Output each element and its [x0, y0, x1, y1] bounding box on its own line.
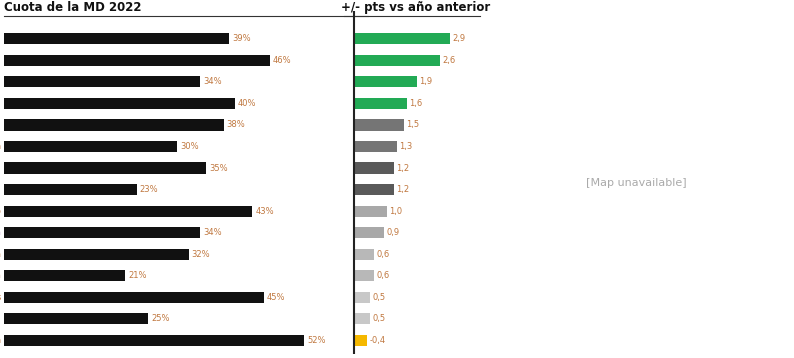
Text: Paise Bajos: Paise Bajos — [0, 293, 1, 302]
Text: Italia: Italia — [0, 142, 1, 151]
Bar — [4, 270, 125, 281]
Text: 35%: 35% — [209, 164, 228, 173]
Text: [Map unavailable]: [Map unavailable] — [586, 178, 686, 188]
Text: 0,6: 0,6 — [376, 250, 389, 259]
Text: 21%: 21% — [128, 271, 147, 280]
Text: Portugal: Portugal — [0, 34, 1, 43]
Text: 34%: 34% — [203, 77, 222, 86]
Text: 1,0: 1,0 — [389, 207, 403, 216]
Text: 2,6: 2,6 — [442, 56, 456, 65]
Bar — [4, 184, 137, 195]
Text: 40%: 40% — [238, 99, 256, 108]
Text: 0,9: 0,9 — [386, 228, 399, 237]
Text: 1,9: 1,9 — [419, 77, 432, 86]
Text: 30%: 30% — [180, 142, 198, 151]
Text: Noruega: Noruega — [0, 271, 1, 280]
Bar — [4, 227, 200, 238]
Bar — [4, 205, 252, 217]
Text: España: España — [0, 56, 1, 65]
Bar — [4, 98, 235, 109]
Text: 0,5: 0,5 — [373, 314, 386, 323]
Bar — [354, 55, 440, 66]
Text: +/- pts vs año anterior: +/- pts vs año anterior — [341, 1, 490, 14]
Text: 1,3: 1,3 — [399, 142, 413, 151]
Text: Dinamarca: Dinamarca — [0, 77, 1, 86]
Text: Cuota de la MD 2022: Cuota de la MD 2022 — [4, 1, 141, 14]
Text: Francia: Francia — [0, 250, 1, 259]
Text: -0,4: -0,4 — [369, 336, 386, 345]
Bar — [4, 163, 206, 174]
Text: 43%: 43% — [256, 207, 274, 216]
Text: 46%: 46% — [272, 56, 291, 65]
Bar — [354, 227, 384, 238]
Bar — [354, 33, 450, 44]
Text: Alemania: Alemania — [0, 99, 1, 108]
Bar — [4, 313, 148, 324]
Bar — [354, 205, 387, 217]
Text: Reino Unido: Reino Unido — [0, 207, 1, 216]
Bar — [354, 141, 397, 152]
Text: 25%: 25% — [152, 314, 170, 323]
Text: 1,2: 1,2 — [396, 185, 409, 194]
Text: 39%: 39% — [232, 34, 251, 43]
Text: 52%: 52% — [307, 336, 326, 345]
Text: Suiza: Suiza — [0, 336, 1, 345]
Text: Polonia: Polonia — [0, 228, 1, 237]
Bar — [4, 76, 200, 87]
Text: Austria: Austria — [0, 164, 1, 173]
Text: 1,5: 1,5 — [406, 120, 419, 130]
Bar — [354, 76, 417, 87]
Text: 0,5: 0,5 — [373, 293, 386, 302]
Text: 1,6: 1,6 — [409, 99, 422, 108]
Text: Bélgica: Bélgica — [0, 120, 1, 130]
Bar — [354, 163, 394, 174]
Bar — [354, 335, 367, 346]
Text: Grecia: Grecia — [0, 185, 1, 194]
Text: Suecia: Suecia — [0, 314, 1, 323]
Bar — [354, 119, 403, 131]
Bar — [354, 270, 374, 281]
Bar — [4, 33, 229, 44]
Bar — [4, 248, 189, 260]
Text: 34%: 34% — [203, 228, 222, 237]
Bar — [4, 335, 304, 346]
Bar — [354, 184, 394, 195]
Text: 2,9: 2,9 — [453, 34, 465, 43]
Text: 32%: 32% — [191, 250, 210, 259]
Bar — [4, 292, 264, 303]
Bar — [4, 55, 270, 66]
Text: 0,6: 0,6 — [376, 271, 389, 280]
Bar — [354, 292, 371, 303]
Bar — [354, 98, 407, 109]
Text: 23%: 23% — [140, 185, 158, 194]
Bar — [354, 248, 374, 260]
Text: 38%: 38% — [226, 120, 245, 130]
Bar — [4, 119, 223, 131]
Text: 1,2: 1,2 — [396, 164, 409, 173]
Text: 45%: 45% — [267, 293, 285, 302]
Bar — [354, 313, 371, 324]
Bar — [4, 141, 177, 152]
